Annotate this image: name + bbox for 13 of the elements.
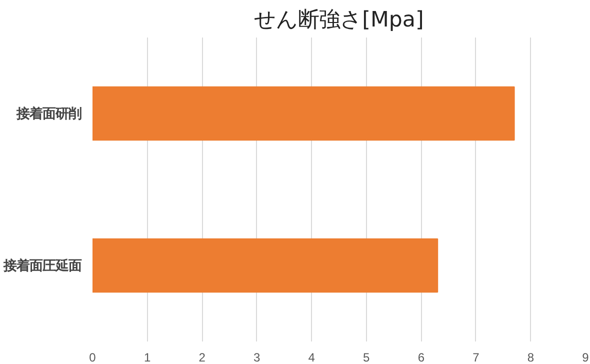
x-tick-label: 3 [253,350,260,364]
x-tick-label: 0 [89,350,96,364]
x-tick-label: 4 [308,350,316,364]
x-tick-label: 7 [472,350,480,364]
x-tick-label: 8 [527,350,534,364]
y-tick-label: 接着面圧延面 [2,258,82,273]
x-tick-label: 2 [198,350,206,364]
chart-title: せん断強さ[Mpa] [254,8,424,32]
y-tick-label: 接着面研削 [16,106,82,121]
x-tick-label: 9 [582,350,590,364]
x-tick-label: 1 [144,350,151,364]
x-tick-label: 6 [418,350,425,364]
x-tick-label: 5 [363,350,370,364]
